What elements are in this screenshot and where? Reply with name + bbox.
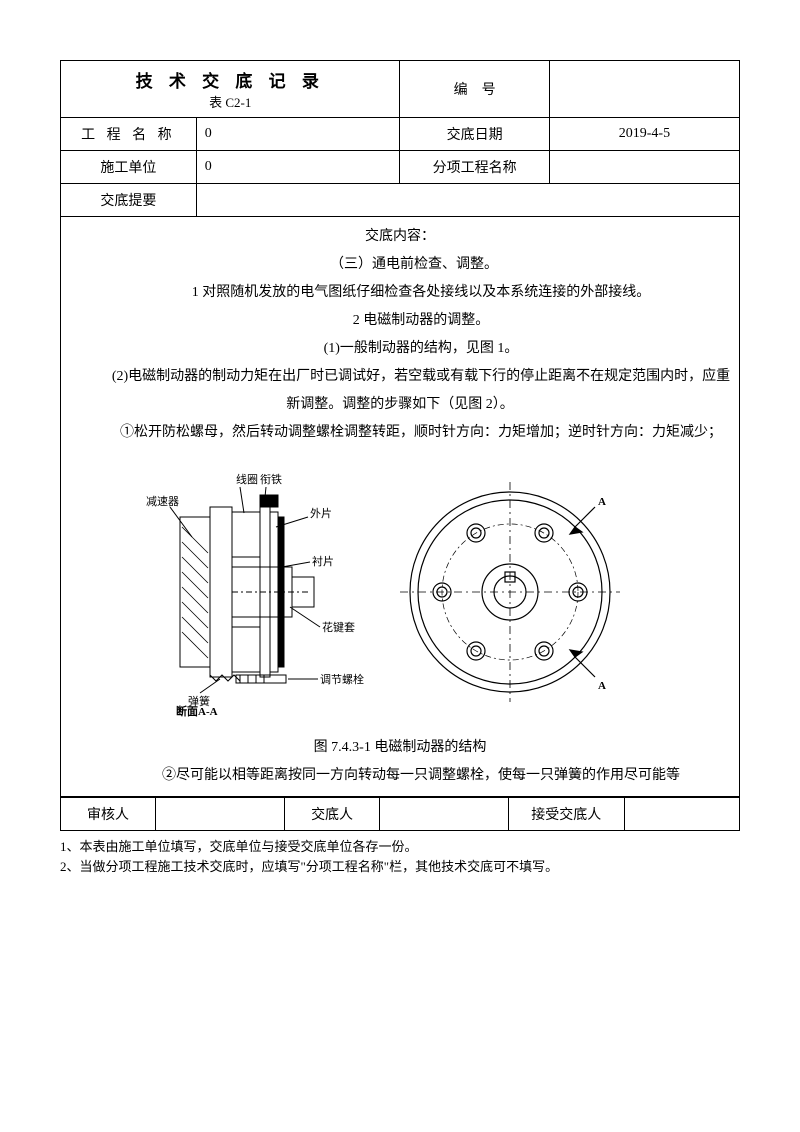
date-value: 2019-4-5 bbox=[549, 118, 739, 151]
unit-value: 0 bbox=[196, 151, 400, 184]
form-subtitle: 表 C2-1 bbox=[69, 92, 391, 111]
summary-value bbox=[196, 184, 739, 217]
proj-value: 0 bbox=[196, 118, 400, 151]
sub-label: 分项工程名称 bbox=[400, 151, 549, 184]
form-notes: 1、本表由施工单位填写，交底单位与接受交底单位各存一份。 2、当做分项工程施工技… bbox=[60, 837, 740, 876]
label-reducer: 减速器 bbox=[146, 495, 179, 508]
label-A-bot: A bbox=[598, 680, 606, 692]
label-lining: 衬片 bbox=[312, 555, 334, 568]
form-title: 技 术 交 底 记 录 bbox=[69, 67, 391, 92]
header-table: 技 术 交 底 记 录 表 C2-1 编 号 工 程 名 称 0 交底日期 20… bbox=[60, 60, 740, 797]
footer-table: 审核人 交底人 接受交底人 bbox=[60, 797, 740, 831]
sub-value bbox=[549, 151, 739, 184]
label-spline: 花键套 bbox=[322, 620, 355, 634]
content-lead: 交底内容： bbox=[69, 223, 731, 251]
label-section: 断面A-A bbox=[176, 704, 218, 717]
receive-label: 接受交底人 bbox=[509, 798, 624, 831]
audit-label: 审核人 bbox=[61, 798, 156, 831]
summary-label: 交底提要 bbox=[61, 184, 197, 217]
diagram-caption: 图 7.4.3-1 电磁制动器的结构 bbox=[69, 734, 731, 762]
label-armature: 衔铁 bbox=[260, 473, 282, 486]
number-value bbox=[549, 61, 739, 118]
audit-value bbox=[156, 798, 285, 831]
diagram-wrap: 减速器 线圈 衔铁 外片 衬片 花键套 调节螺栓 弹簧 断面A-A bbox=[69, 457, 731, 728]
brake-diagram: 减速器 线圈 衔铁 外片 衬片 花键套 调节螺栓 弹簧 断面A-A bbox=[140, 457, 660, 717]
label-outer: 外片 bbox=[310, 507, 332, 520]
label-A-top: A bbox=[598, 496, 606, 508]
content-p2: 1 对照随机发放的电气图纸仔细检查各处接线以及本系统连接的外部接线。 bbox=[69, 279, 731, 307]
disclose-value bbox=[380, 798, 509, 831]
content-p7: ②尽可能以相等距离按同一方向转动每一只调整螺栓，使每一只弹簧的作用尽可能等 bbox=[69, 762, 731, 790]
content-p6: ①松开防松螺母，然后转动调整螺栓调整转距，顺时针方向：力矩增加；逆时针方向：力矩… bbox=[69, 419, 731, 447]
content-p3: 2 电磁制动器的调整。 bbox=[69, 307, 731, 335]
number-label: 编 号 bbox=[400, 61, 549, 118]
form-title-cell: 技 术 交 底 记 录 表 C2-1 bbox=[61, 61, 400, 118]
content-cell: 交底内容： （三）通电前检查、调整。 1 对照随机发放的电气图纸仔细检查各处接线… bbox=[61, 217, 740, 797]
content-p5: (2)电磁制动器的制动力矩在出厂时已调试好，若空载或有载下行的停止距离不在规定范… bbox=[69, 363, 731, 419]
content-p1: （三）通电前检查、调整。 bbox=[69, 251, 731, 279]
label-coil: 线圈 bbox=[236, 472, 258, 486]
label-bolt: 调节螺栓 bbox=[320, 672, 364, 686]
receive-value bbox=[624, 798, 739, 831]
content-p4: (1)一般制动器的结构，见图 1。 bbox=[69, 335, 731, 363]
note-1: 1、本表由施工单位填写，交底单位与接受交底单位各存一份。 bbox=[60, 837, 740, 857]
note-2: 2、当做分项工程施工技术交底时，应填写"分项工程名称"栏，其他技术交底可不填写。 bbox=[60, 857, 740, 877]
disclose-label: 交底人 bbox=[285, 798, 380, 831]
proj-label: 工 程 名 称 bbox=[61, 118, 197, 151]
date-label: 交底日期 bbox=[400, 118, 549, 151]
unit-label: 施工单位 bbox=[61, 151, 197, 184]
